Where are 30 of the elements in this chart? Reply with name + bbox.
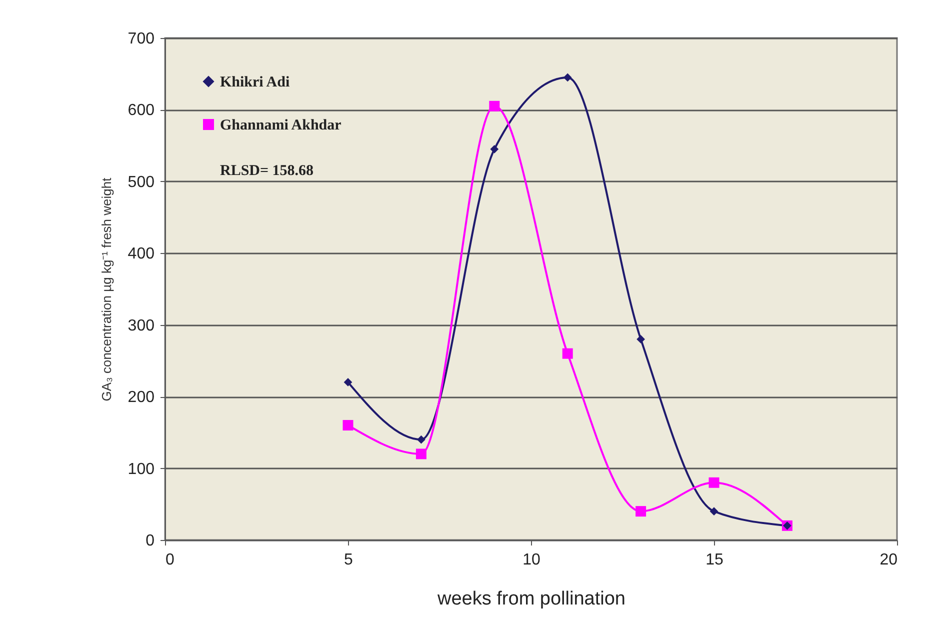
y-tick-label: 600 xyxy=(128,102,155,120)
point xyxy=(710,507,718,516)
point xyxy=(708,477,720,488)
x-tick-label: 10 xyxy=(522,552,540,568)
y-tick-label: 200 xyxy=(128,389,155,406)
point xyxy=(416,448,426,460)
point xyxy=(490,144,499,154)
y-tick-label: 700 xyxy=(128,30,155,48)
x-tick-label: 5 xyxy=(344,552,354,568)
y-tick-label: 500 xyxy=(128,174,155,191)
point xyxy=(489,100,500,112)
y-tick-label: 300 xyxy=(128,317,155,334)
point xyxy=(636,335,645,344)
y-axis-title: GA₃ concentration µg kg⁻¹ fresh weight xyxy=(98,177,114,402)
point xyxy=(562,348,573,359)
point xyxy=(563,73,572,82)
point xyxy=(636,506,646,517)
point xyxy=(344,378,352,386)
y-tick-label: 400 xyxy=(128,246,155,263)
x-tick-label: 20 xyxy=(880,552,898,568)
x-tick-label: 15 xyxy=(706,552,724,568)
x-tick-label: 0 xyxy=(166,552,174,568)
annotation: RLSD= 158.68 xyxy=(220,163,314,179)
legend-label: Khikri Adi xyxy=(220,74,290,90)
y-tick-label: 0 xyxy=(146,532,155,550)
point xyxy=(417,435,426,444)
x-axis-title: weeks from pollination xyxy=(436,588,626,610)
y-tick-label: 100 xyxy=(128,460,155,478)
legend-label: Ghannami Akhdar xyxy=(220,118,342,134)
point xyxy=(342,420,354,430)
